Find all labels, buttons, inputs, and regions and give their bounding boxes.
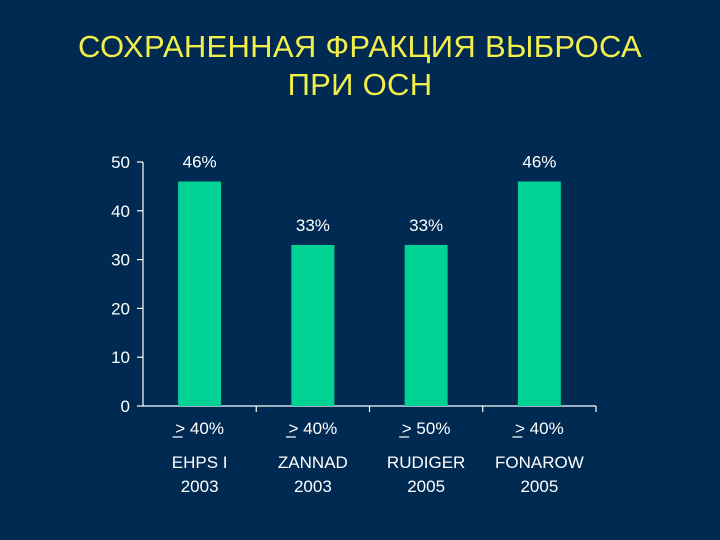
bar: [291, 244, 335, 406]
y-tick-label: 20: [111, 299, 130, 318]
y-tick-label: 0: [121, 397, 130, 416]
y-tick-label: 10: [111, 348, 130, 367]
study-year-label: 2005: [520, 477, 558, 496]
data-label: 33%: [296, 216, 330, 235]
data-label: 46%: [183, 153, 217, 172]
y-tick-label: 30: [111, 251, 130, 270]
x-tick-label: > 40%: [175, 419, 224, 438]
study-year-label: 2003: [181, 477, 219, 496]
data-label: 46%: [522, 153, 556, 172]
bar: [178, 181, 222, 406]
x-tick-label: > 40%: [515, 419, 564, 438]
study-name-label: EHPS I: [172, 453, 228, 472]
chart-title: СОХРАНЕННАЯ ФРАКЦИЯ ВЫБРОСА ПРИ ОСН: [0, 28, 720, 104]
x-tick-label: > 40%: [289, 419, 338, 438]
bar: [517, 181, 561, 406]
title-line-2: ПРИ ОСН: [287, 67, 433, 102]
study-year-label: 2003: [294, 477, 332, 496]
x-tick-label: > 50%: [402, 419, 451, 438]
study-name-label: FONAROW: [495, 453, 584, 472]
study-year-label: 2005: [407, 477, 445, 496]
study-name-label: ZANNAD: [278, 453, 348, 472]
y-tick-label: 40: [111, 202, 130, 221]
bar: [404, 244, 448, 406]
y-tick-label: 50: [111, 153, 130, 172]
study-name-label: RUDIGER: [387, 453, 465, 472]
title-line-1: СОХРАНЕННАЯ ФРАКЦИЯ ВЫБРОСА: [77, 29, 643, 64]
data-label: 33%: [409, 216, 443, 235]
